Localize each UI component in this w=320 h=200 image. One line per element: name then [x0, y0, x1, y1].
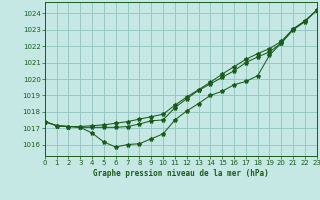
X-axis label: Graphe pression niveau de la mer (hPa): Graphe pression niveau de la mer (hPa): [93, 169, 269, 178]
